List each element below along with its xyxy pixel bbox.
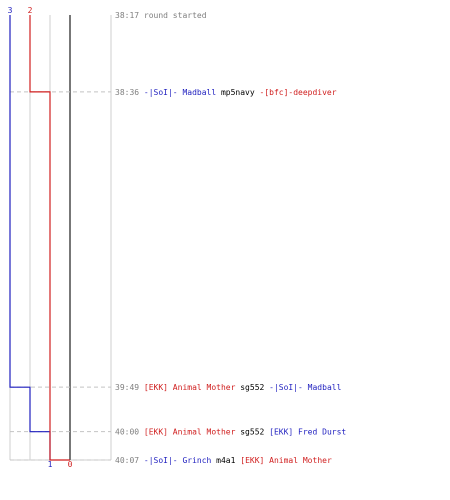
team-end-count-blue: 1 xyxy=(48,460,53,469)
event-token: mp5navy xyxy=(216,88,255,97)
event-token: [EKK] Fred Durst xyxy=(264,428,346,437)
team-end-count-red: 0 xyxy=(68,460,73,469)
event-time: 38:17 xyxy=(115,11,144,20)
event-token: round started xyxy=(144,11,207,20)
team-start-count-red: 2 xyxy=(28,6,33,15)
team-start-count-blue: 3 xyxy=(8,6,13,15)
event-label: 40:00 [EKK] Animal Mother sg552 [EKK] Fr… xyxy=(115,428,346,437)
event-token: -|SoI|- Madball xyxy=(144,88,216,97)
event-token: sg552 xyxy=(235,383,264,392)
event-token: -|SoI|- Madball xyxy=(264,383,341,392)
event-label: 40:07 -|SoI|- Grinch m4a1 [EKK] Animal M… xyxy=(115,456,332,465)
event-time: 40:07 xyxy=(115,456,144,465)
event-token: sg552 xyxy=(235,428,264,437)
event-time: 40:00 xyxy=(115,428,144,437)
event-token: -[bfc]-deepdiver xyxy=(255,88,337,97)
event-token: [EKK] Animal Mother xyxy=(144,428,236,437)
event-token: [EKK] Animal Mother xyxy=(144,383,236,392)
series-line-red xyxy=(29,15,70,461)
event-token: m4a1 xyxy=(211,456,235,465)
event-token: -|SoI|- Grinch xyxy=(144,456,212,465)
event-label: 38:36 -|SoI|- Madball mp5navy -[bfc]-dee… xyxy=(115,88,337,97)
event-token: [EKK] Animal Mother xyxy=(235,456,332,465)
event-label: 39:49 [EKK] Animal Mother sg552 -|SoI|- … xyxy=(115,383,342,392)
event-label: 38:17 round started xyxy=(115,11,207,20)
event-time: 38:36 xyxy=(115,88,144,97)
event-time: 39:49 xyxy=(115,383,144,392)
